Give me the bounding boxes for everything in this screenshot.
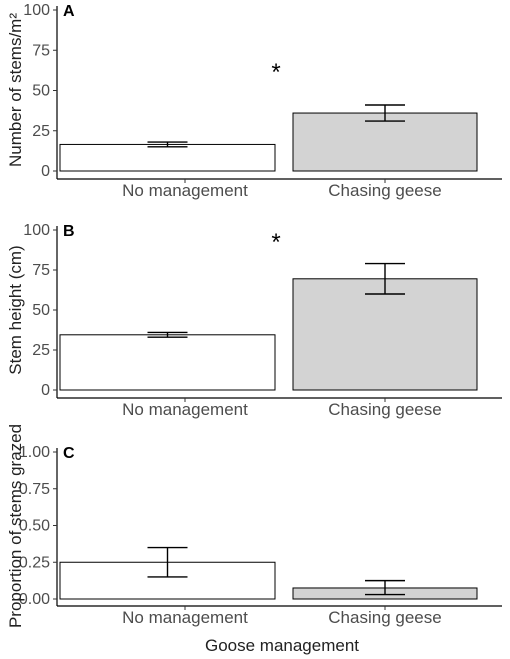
y-tick-label: 75 [32, 42, 50, 59]
y-axis-title: Proportion of stems grazed [6, 424, 25, 628]
error-bar [147, 141, 188, 148]
x-tick-label: No management [122, 181, 248, 200]
error-bar [147, 331, 188, 338]
y-tick-label: 0 [41, 163, 50, 180]
error-bar [365, 104, 405, 122]
panel-c: 0.00 0.25 0.50 0.75 1.00 No management Chasing… [6, 424, 502, 628]
y-tick-label: 0 [41, 382, 50, 399]
error-bar [147, 546, 188, 578]
panel-a: 0 25 50 75 100 No management Chasing geese Numb… [6, 2, 502, 200]
x-tick-label: Chasing geese [328, 181, 441, 200]
y-tick-label: 50 [32, 83, 50, 100]
panel-label: C [63, 445, 75, 462]
y-tick-label: 50 [32, 302, 50, 319]
y-axis-title: Stem height (cm) [6, 245, 25, 374]
bar-chasing-geese [292, 278, 478, 391]
significance-asterisk: * [271, 59, 280, 86]
y-tick-label: 25 [32, 342, 50, 359]
y-tick-label: 100 [23, 2, 50, 19]
y-tick-label: 0.00 [19, 591, 50, 608]
bar-no-management [59, 143, 276, 172]
y-tick-label: 0.75 [19, 481, 50, 498]
y-tick-label: 0.25 [19, 554, 50, 571]
panel-label: B [63, 223, 75, 240]
x-tick-label: Chasing geese [328, 608, 441, 627]
x-tick-label: Chasing geese [328, 400, 441, 419]
error-bar [365, 579, 405, 596]
x-tick-label: No management [122, 608, 248, 627]
panel-label: A [63, 3, 75, 20]
y-tick-label: 25 [32, 123, 50, 140]
y-tick-label: 1.00 [19, 444, 50, 461]
y-tick-label: 75 [32, 262, 50, 279]
x-axis-title: Goose management [205, 636, 359, 655]
significance-asterisk: * [271, 229, 280, 256]
error-bar [365, 262, 405, 295]
panel-b: 0 25 50 75 100 No management Chasing geese Stem… [6, 222, 502, 419]
y-tick-label: 0.50 [19, 518, 50, 535]
x-tick-label: No management [122, 400, 248, 419]
y-axis-title: Number of stems/m² [6, 13, 25, 167]
y-tick-label: 100 [23, 222, 50, 239]
bar-no-management [59, 334, 276, 391]
